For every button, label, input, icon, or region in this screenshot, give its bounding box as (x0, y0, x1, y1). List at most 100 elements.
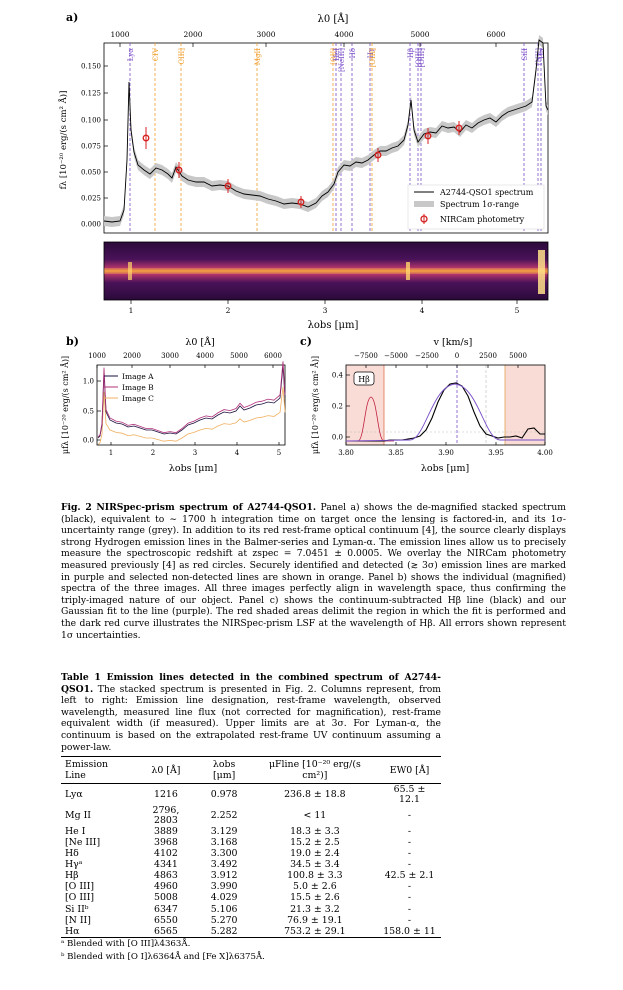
table-cell: 4.029 (210, 892, 238, 904)
table-cell: Hδ (65, 848, 79, 860)
panel-a-emission-lines: Lyα CIV CIII] MgII [OII]HeI[NeIII] Hδ Hγ[OIII]… (127, 43, 546, 233)
table-cell: 5.0 ± 2.6 (293, 881, 337, 893)
tick-label: 2 (226, 306, 231, 315)
tick-label: 2000 (123, 352, 141, 360)
table-cell: 4102 (153, 848, 178, 860)
table-cell: 6347 (153, 903, 178, 915)
table-row: Hα 6565 5.282 753.2 ± 29.1 158.0 ± 11 (61, 926, 441, 939)
tick-label: 2000 (183, 30, 202, 39)
table-cell: 6565 (135, 926, 197, 939)
tick-label: 5 (277, 449, 281, 457)
footnote-b: ᵇ Blended with [O I]λ6364Å and [Fe X]λ63… (61, 952, 265, 962)
panel-b-legend: Image A Image B Image C (104, 372, 154, 403)
tick-label: −2500 (415, 352, 439, 360)
legend-image-c: Image C (122, 394, 154, 403)
panel-b-y-label: μfλ [10⁻²⁰ erg/(s cm² Å)] (61, 356, 70, 454)
tick-label: 1000 (110, 30, 129, 39)
emission-line-label: Hα (538, 48, 546, 59)
table-cell: 2.252 (210, 809, 238, 821)
table-cell: 3.492 (210, 859, 238, 871)
tick-label: 3000 (161, 352, 179, 360)
col-line-flux: μFline [10⁻²⁰ erg/(s cm²)] (251, 756, 378, 784)
tick-label: 0.150 (81, 63, 101, 71)
tick-label: 1.0 (83, 378, 94, 386)
table-cell: 1216 (153, 788, 178, 800)
tick-label: 3.90 (438, 449, 454, 457)
emission-line-label: [OIII] (415, 48, 423, 68)
table-row: Si IIᵇ 6347 5.106 21.3 ± 3.2 - (61, 904, 441, 915)
tick-label: 1000 (88, 352, 106, 360)
tick-label: 3 (193, 449, 197, 457)
tick-label: 3.95 (488, 449, 504, 457)
table-cell: [N II] (65, 914, 91, 926)
tick-label: 4.00 (537, 449, 553, 457)
table-cell: 42.5 ± 2.1 (384, 870, 435, 882)
emission-line-label: Hγ (367, 48, 375, 58)
table-caption: Table 1 Emission lines detected in the c… (61, 672, 441, 753)
table-cell: Hβ (65, 870, 79, 882)
table-cell: 5.106 (210, 903, 238, 915)
figure-caption: Fig. 2 NIRSpec-prism spectrum of A2744-Q… (61, 502, 566, 641)
tick-label: 4 (420, 306, 425, 315)
emission-line-label: [NeIII] (338, 48, 346, 72)
table-cell: [Ne III] (65, 836, 101, 848)
panel-c-top-axis-label: v [km/s] (433, 337, 473, 348)
table-cell: - (407, 903, 412, 915)
image-c-spectrum (97, 386, 286, 445)
emission-line-label: CIII] (178, 48, 186, 65)
tick-label: −5000 (384, 352, 408, 360)
table-cell: 753.2 ± 29.1 (251, 926, 378, 939)
table-cell: Hα (61, 926, 136, 939)
emission-line-label: [OIII] (369, 48, 377, 68)
tick-label: 2500 (479, 352, 497, 360)
table-row: [Ne III] 3968 3.168 15.2 ± 2.5 - (61, 837, 441, 848)
figure-2: a) λ0 [Å] 1000 2000 3000 4000 5000 6000 0.000… (57, 11, 553, 474)
tick-label: 3000 (256, 30, 275, 39)
panel-c-tag: Hβ (358, 375, 370, 384)
tick-label: 0.000 (81, 221, 101, 229)
emission-line-label: [NII] (535, 48, 543, 65)
tick-label: 0.050 (81, 169, 101, 177)
panel-a-top-axis-label: λ0 [Å] (318, 13, 349, 25)
emission-line-label: CIV (152, 47, 160, 61)
table-cell: Lyα (65, 788, 83, 800)
tick-label: 1 (109, 449, 113, 457)
table-cell: 3.912 (210, 870, 238, 882)
panel-b-label: b) (66, 335, 79, 348)
panel-c-y-label: μfλ [10⁻²⁰ erg/(s cm² Å)] (311, 356, 320, 454)
panel-c-axes (345, 364, 546, 446)
table-cell: 3.168 (210, 836, 238, 848)
2d-spectrum-strip: 1 2 3 4 5 λobs [μm] (103, 241, 549, 331)
legend-image-a: Image A (122, 372, 154, 381)
table-cell: Hγᵃ (65, 859, 83, 871)
table-cell: 5.282 (196, 926, 252, 939)
panel-a-top-ticks: 1000 2000 3000 4000 5000 6000 (110, 30, 506, 47)
panel-b: b) λ0 [Å] 1000 2000 3000 4000 5000 6000 1 2 3 4 5… (61, 335, 286, 474)
table-cell: - (407, 892, 412, 904)
table-cell: - (407, 881, 412, 893)
table-cell: - (407, 859, 412, 871)
table-cell: 6550 (153, 914, 178, 926)
tick-label: 0.100 (81, 117, 101, 125)
tick-label: 4 (235, 449, 240, 457)
image-a-spectrum (97, 365, 286, 439)
panel-a: a) λ0 [Å] 1000 2000 3000 4000 5000 6000 0.000… (57, 11, 549, 234)
legend-photometry: NIRCam photometry (440, 215, 525, 224)
tick-label: 0.075 (81, 143, 101, 151)
tick-label: 0.0 (83, 437, 94, 445)
table-cell: 65.5 ± 12.1 (393, 783, 426, 805)
emission-line-label: [OIII] (418, 48, 426, 68)
panel-b-top-axis-label: λ0 [Å] (185, 336, 214, 348)
table-cell: - (407, 825, 412, 837)
table-cell: - (407, 809, 412, 821)
panel-b-bottom-axis-label: λobs [μm] (169, 463, 217, 474)
table-cell: 19.0 ± 2.4 (290, 848, 340, 860)
tick-label: 3 (323, 306, 328, 315)
tick-label: 5000 (230, 352, 248, 360)
table-cell: 5008 (153, 892, 178, 904)
tick-label: 0.4 (332, 372, 344, 380)
table-cell: 3.990 (210, 881, 238, 893)
footnote-a: ᵃ Blended with [O III]λ4363Å. (61, 939, 191, 949)
tick-label: 0.025 (81, 195, 101, 203)
emission-line-label: HeI (333, 48, 341, 61)
